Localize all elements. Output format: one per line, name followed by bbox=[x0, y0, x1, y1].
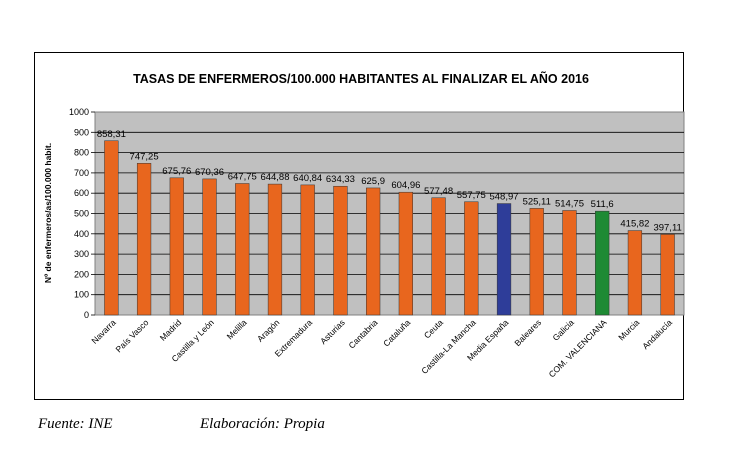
bar-value-label: 644,88 bbox=[260, 172, 289, 183]
bar bbox=[464, 201, 479, 316]
x-tick-label: Murcia bbox=[616, 317, 641, 342]
bar bbox=[529, 208, 544, 316]
bar-value-label: 525,11 bbox=[523, 196, 551, 207]
bar bbox=[627, 230, 643, 316]
bar-value-label: 647,75 bbox=[228, 172, 257, 183]
x-tick-label: Aragón bbox=[255, 317, 282, 344]
y-tick-label: 800 bbox=[74, 148, 89, 158]
y-tick-label: 700 bbox=[74, 168, 89, 178]
bar-chart: TASAS DE ENFERMEROS/100.000 HABITANTES A… bbox=[43, 71, 685, 379]
y-tick-label: 400 bbox=[74, 229, 89, 239]
bar bbox=[136, 163, 152, 316]
bar-value-label: 634,33 bbox=[326, 174, 355, 185]
x-tick-label: Madrid bbox=[158, 317, 184, 343]
bar-value-label: 548,97 bbox=[489, 192, 518, 203]
x-tick-label: Andalucía bbox=[640, 317, 674, 351]
y-axis-label: Nº de enfermeros/as/100.000 habit. bbox=[43, 143, 53, 283]
y-tick-label: 0 bbox=[84, 310, 89, 320]
bar bbox=[202, 178, 217, 316]
x-tick-label: Baleares bbox=[512, 317, 543, 348]
bar-value-label: 747,25 bbox=[130, 151, 159, 162]
bar-value-label: 858,31 bbox=[97, 129, 126, 140]
y-tick-label: 1000 bbox=[69, 107, 89, 117]
bar bbox=[398, 191, 413, 316]
bar-value-label: 397,11 bbox=[653, 222, 681, 233]
bar-value-label: 577,48 bbox=[424, 186, 453, 197]
x-tick-label: Ceuta bbox=[422, 317, 445, 340]
x-tick-label: Navarra bbox=[89, 317, 118, 346]
y-tick-label: 900 bbox=[74, 127, 89, 137]
y-tick-label: 300 bbox=[74, 249, 89, 259]
x-tick-label: Melilla bbox=[225, 317, 249, 341]
bar bbox=[235, 183, 250, 316]
bar-value-label: 604,96 bbox=[391, 180, 420, 191]
bar-value-label: 557,75 bbox=[457, 190, 486, 201]
bar-value-label: 514,75 bbox=[555, 199, 584, 210]
x-tick-label: Cantabria bbox=[346, 317, 379, 350]
bar bbox=[431, 197, 446, 316]
x-tick-label: País Vasco bbox=[113, 317, 150, 354]
bar bbox=[300, 184, 315, 316]
x-tick-label: COM. VALENCIANA bbox=[547, 317, 609, 379]
bar bbox=[562, 210, 577, 316]
y-tick-label: 100 bbox=[74, 290, 89, 300]
bar bbox=[104, 140, 119, 316]
x-tick-label: Asturias bbox=[318, 317, 347, 346]
bar bbox=[595, 210, 610, 316]
bar bbox=[496, 203, 512, 316]
gridlines bbox=[95, 131, 684, 296]
x-tick-label: Cataluña bbox=[381, 317, 412, 348]
bar-value-label: 640,84 bbox=[293, 173, 322, 184]
chart-title: TASAS DE ENFERMEROS/100.000 HABITANTES A… bbox=[133, 71, 589, 86]
bar-value-label: 625,9 bbox=[361, 176, 385, 187]
bar bbox=[267, 183, 283, 316]
bar-value-label: 670,36 bbox=[195, 167, 224, 178]
y-tick-label: 600 bbox=[74, 188, 89, 198]
y-axis-ticks: 0 100 200 300 400 500 600 700 800 900 1000 bbox=[69, 107, 95, 320]
bar bbox=[660, 234, 675, 316]
source-note: Fuente: INE bbox=[38, 416, 113, 432]
bar bbox=[169, 177, 184, 316]
bar-value-label: 415,82 bbox=[620, 219, 649, 230]
bar-value-label: 511,6 bbox=[591, 199, 614, 210]
x-tick-label: Galicia bbox=[550, 317, 576, 343]
y-tick-label: 500 bbox=[74, 209, 89, 219]
elaboration-note: Elaboración: Propia bbox=[200, 416, 325, 432]
bar bbox=[366, 187, 381, 316]
bar-value-label: 675,76 bbox=[162, 166, 191, 177]
chart-frame: TASAS DE ENFERMEROS/100.000 HABITANTES A… bbox=[34, 52, 685, 400]
bar bbox=[333, 185, 348, 316]
y-tick-label: 200 bbox=[74, 269, 89, 279]
